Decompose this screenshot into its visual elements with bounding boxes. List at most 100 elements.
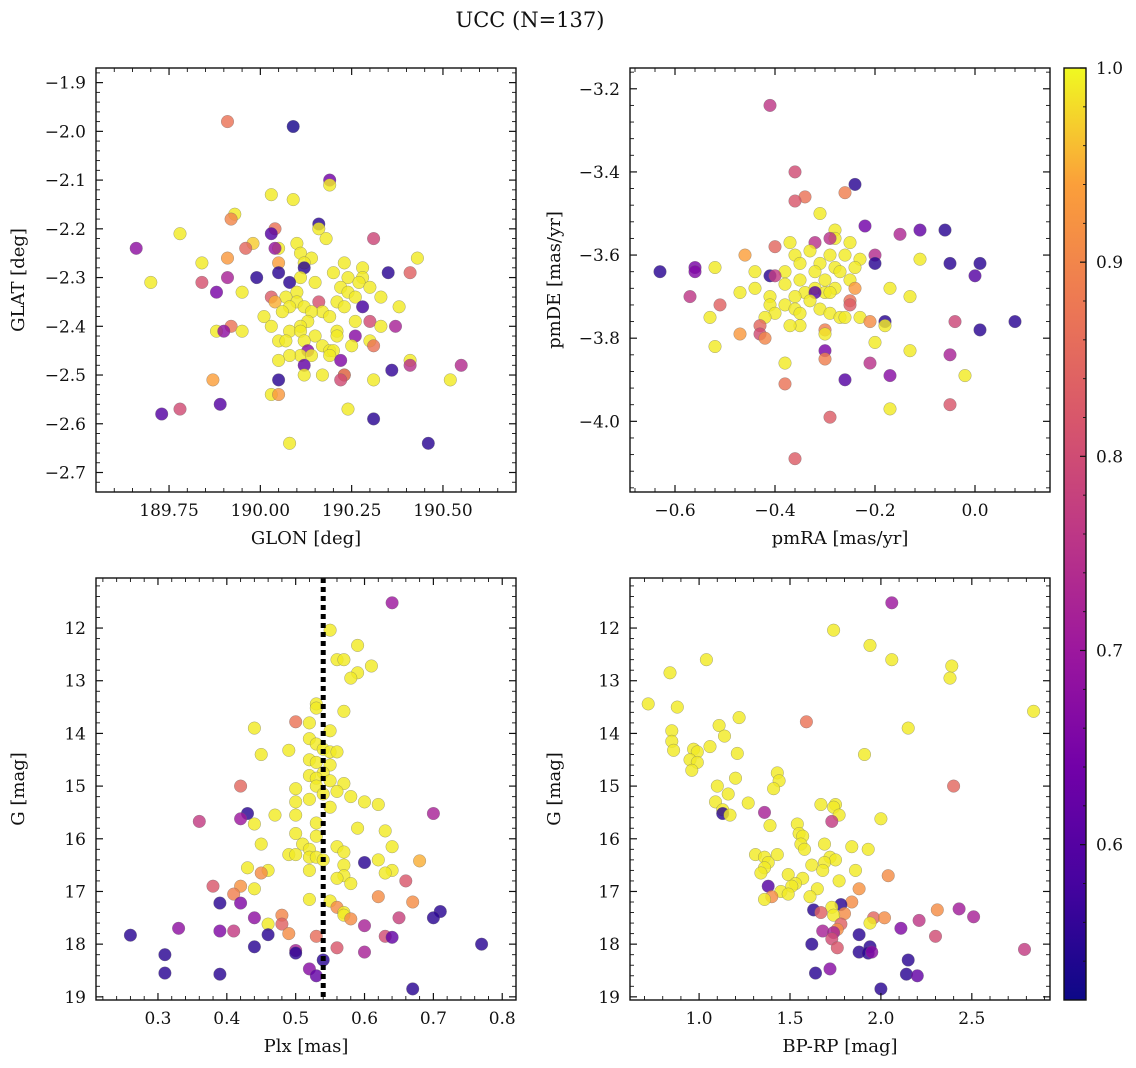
data-point xyxy=(708,260,722,275)
data-point xyxy=(817,837,832,851)
data-point xyxy=(454,358,468,372)
data-point xyxy=(763,819,777,833)
data-point xyxy=(363,280,377,294)
panel-plx-g: 0.3 0.4 0.5 0.6 0.7 0.8 12 13 14 15 16 17 18 19 Plx [m… xyxy=(8,577,517,1057)
data-point xyxy=(323,724,337,738)
data-point xyxy=(344,877,358,891)
data-point xyxy=(781,887,795,901)
data-point xyxy=(827,908,841,922)
data-point xyxy=(371,797,385,812)
x-tick-label: 0.5 xyxy=(282,1009,309,1029)
data-point xyxy=(385,840,399,854)
data-point xyxy=(399,874,413,888)
data-point xyxy=(254,747,268,762)
y-tick-label: 12 xyxy=(598,619,620,639)
data-point xyxy=(344,671,358,685)
data-point xyxy=(283,275,297,289)
data-point xyxy=(374,290,388,304)
x-tick-label: −0.2 xyxy=(854,501,895,521)
data-point xyxy=(272,373,286,387)
data-point xyxy=(309,829,323,843)
data-point xyxy=(309,755,323,769)
data-point xyxy=(818,352,832,366)
data-point xyxy=(289,795,303,809)
data-point xyxy=(861,842,875,856)
data-point xyxy=(337,256,351,270)
data-point xyxy=(858,219,872,233)
data-point xyxy=(234,896,248,910)
data-point xyxy=(778,277,792,291)
colorbar: 0.6 0.7 0.8 0.9 1.0 xyxy=(1063,59,1123,1001)
data-point xyxy=(943,398,957,412)
data-point xyxy=(1008,315,1022,329)
data-point xyxy=(268,241,282,255)
data-point xyxy=(838,373,852,387)
data-point xyxy=(385,930,399,944)
data-point xyxy=(973,323,987,337)
data-point xyxy=(206,879,220,893)
data-point xyxy=(272,266,286,280)
data-point xyxy=(240,861,255,875)
data-point xyxy=(803,244,817,258)
data-point xyxy=(289,826,303,841)
x-tick-label: 0.4 xyxy=(213,1009,240,1029)
data-point xyxy=(330,871,344,885)
data-point xyxy=(257,310,271,324)
axes-frame xyxy=(95,67,517,493)
data-point xyxy=(247,911,261,925)
data-point xyxy=(264,319,278,333)
data-point xyxy=(667,743,681,757)
data-point xyxy=(943,348,957,362)
data-point xyxy=(195,275,209,289)
data-point xyxy=(330,784,344,798)
data-point xyxy=(808,966,823,980)
data-point xyxy=(330,941,344,955)
data-point xyxy=(302,892,316,906)
data-point xyxy=(728,771,743,785)
data-point xyxy=(968,269,982,283)
y-tick-label: −3.4 xyxy=(579,163,620,183)
data-point xyxy=(475,937,489,951)
data-point xyxy=(865,945,879,959)
data-point xyxy=(406,895,420,909)
data-point xyxy=(403,358,417,372)
y-tick-label: 12 xyxy=(64,619,86,639)
data-point xyxy=(778,356,792,370)
colorbar-tick-label: 0.9 xyxy=(1096,253,1123,273)
data-point xyxy=(302,716,316,730)
data-point xyxy=(367,232,381,246)
data-point xyxy=(330,329,344,343)
data-point xyxy=(378,824,392,838)
data-point xyxy=(337,845,351,859)
data-point xyxy=(805,858,819,872)
data-point xyxy=(293,271,308,285)
data-point xyxy=(778,377,792,391)
data-point xyxy=(227,887,241,901)
data-point xyxy=(883,402,897,416)
data-point xyxy=(213,896,227,910)
y-tick-label: 16 xyxy=(598,830,620,850)
data-point xyxy=(279,334,293,348)
data-point xyxy=(426,806,440,821)
x-tick-label: 0.0 xyxy=(961,501,988,521)
data-point xyxy=(848,260,862,275)
data-point xyxy=(312,222,326,236)
panel-bprp-g: 1.0 1.5 2.0 2.5 12 13 14 15 16 17 18 19 BP-RP [mag] G… xyxy=(544,577,1051,1057)
data-point xyxy=(814,905,828,920)
y-tick-label: 17 xyxy=(598,882,620,902)
data-point xyxy=(948,315,962,329)
data-point xyxy=(388,319,403,333)
data-point xyxy=(213,967,227,981)
data-point xyxy=(863,356,877,370)
data-point xyxy=(192,814,206,828)
points-pmra-pmde xyxy=(653,98,1022,466)
data-point xyxy=(805,937,819,951)
data-point xyxy=(282,927,296,941)
data-point xyxy=(823,410,837,424)
data-point xyxy=(770,848,784,862)
data-point xyxy=(330,745,344,759)
data-point xyxy=(254,837,268,851)
data-point xyxy=(344,912,358,926)
data-point xyxy=(283,436,297,450)
data-point xyxy=(845,840,859,854)
